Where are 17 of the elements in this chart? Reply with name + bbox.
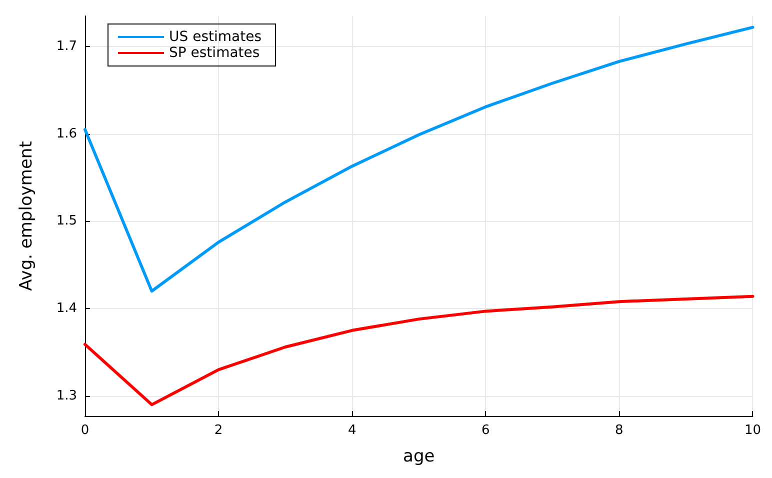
line-series: [84, 26, 754, 293]
x-axis-title: age: [403, 446, 435, 466]
y-tick-label: 1.5: [56, 214, 77, 229]
y-tick-label: 1.3: [56, 388, 77, 404]
y-tick-label: 1.6: [56, 126, 77, 142]
x-tick-label: 4: [348, 423, 356, 438]
legend-label: SP estimates: [169, 45, 260, 61]
x-tick-label: 8: [615, 423, 624, 438]
y-tick-label: 1.4: [56, 301, 77, 316]
line-series: [84, 294, 754, 406]
x-tick-label: 10: [744, 423, 761, 438]
x-tick-label: 6: [481, 423, 490, 438]
x-tick-label: 2: [214, 423, 223, 438]
x-tick-label: 0: [80, 423, 90, 438]
legend-label: US estimates: [169, 29, 262, 45]
y-tick-label: 1.7: [56, 39, 77, 54]
y-axis-title: Avg. employment: [16, 140, 36, 291]
